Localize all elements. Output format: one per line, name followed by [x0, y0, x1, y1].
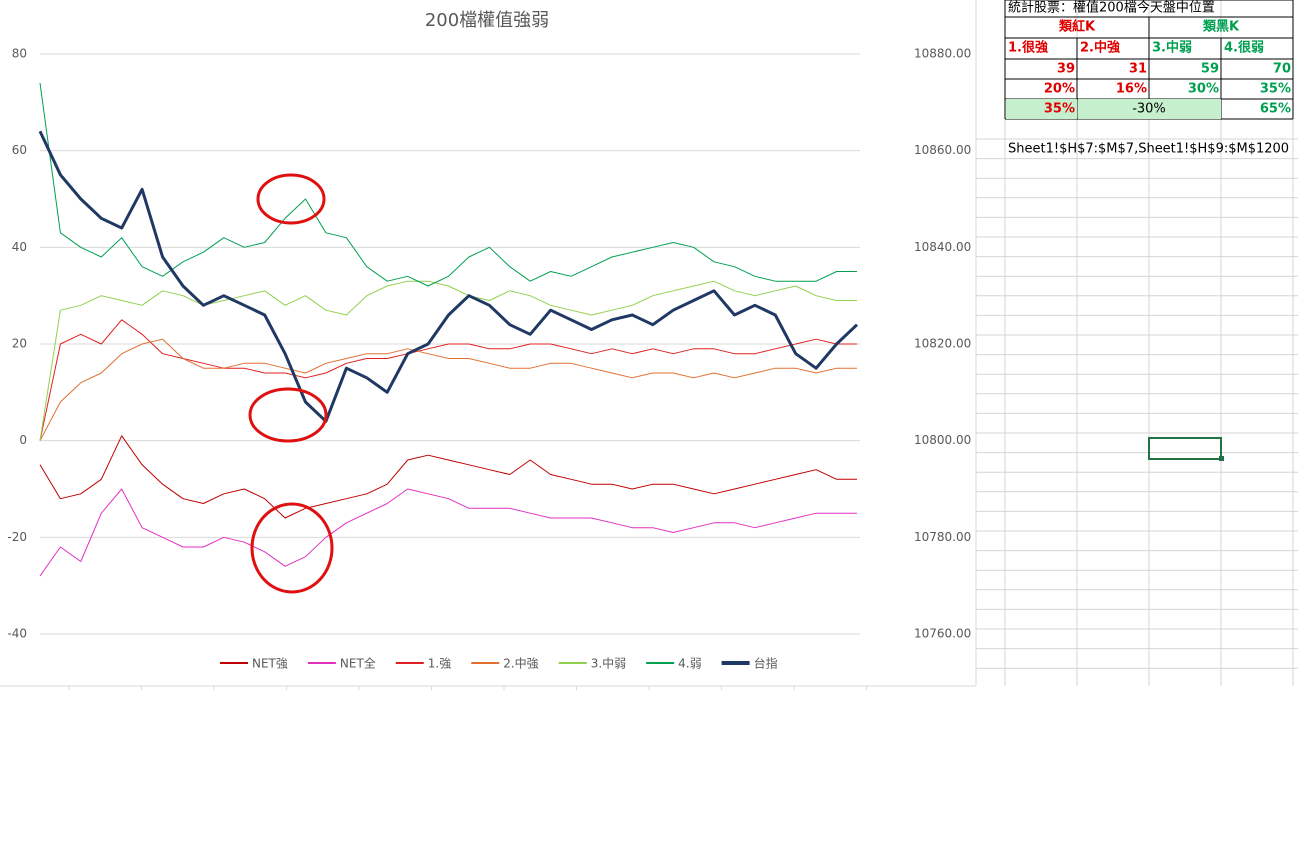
y-tick-label: 0: [19, 433, 27, 447]
y2-tick-label: 10860.00: [914, 143, 971, 157]
annotation-circle: [250, 502, 334, 594]
cell: 35%: [1260, 82, 1291, 97]
plot: -40 -20 0 20 40 60 80 10760.00 10780.00 10800.00 1…: [7, 47, 971, 690]
legend-label: 2.中強: [503, 656, 538, 671]
selected-cell[interactable]: [1148, 437, 1222, 460]
formula-text: Sheet1!$H$7:$M$7,Sheet1!$H$9:$M$1200: [1008, 142, 1289, 157]
y-tick-label: 20: [12, 337, 27, 351]
cell: 65%: [1260, 102, 1291, 117]
cell-fill: [1006, 99, 1077, 119]
series-line: [38, 130, 859, 423]
cell: 30%: [1188, 82, 1219, 97]
legend-label: 台指: [754, 656, 778, 671]
fill-handle[interactable]: [1219, 456, 1224, 461]
cell-fill: [1078, 99, 1221, 119]
series-line: [39, 338, 857, 441]
y2-tick-label: 10840.00: [914, 240, 971, 254]
legend: NET強 NET全 1.強 2.中強 3.中弱 4.弱 台指: [220, 656, 778, 671]
legend-label: NET強: [252, 657, 288, 671]
y2-tick-label: 10880.00: [914, 47, 971, 61]
column-header: 1.很強: [1008, 40, 1048, 56]
column-header: 2.中強: [1080, 40, 1120, 56]
y-tick-label: 60: [12, 143, 27, 157]
series-line: [39, 280, 857, 441]
group-header: 類黑K: [1202, 20, 1240, 35]
sheet-grid: [976, 0, 1298, 686]
cell: 39: [1057, 62, 1075, 77]
group-header: 類紅K: [1058, 19, 1096, 35]
column-header: 3.中弱: [1152, 40, 1192, 56]
y-tick-label: -40: [7, 627, 27, 641]
sheet: 統計股票：權值200檔今天盤中位置 類紅K 類黑K 1.很強 2.中強 3.中弱…: [1008, 0, 1291, 157]
series-line: [39, 435, 857, 519]
series-line: [39, 82, 857, 287]
y2-tick-label: 10780.00: [914, 530, 971, 544]
legend-label: NET全: [340, 656, 376, 671]
y2-tick-label: 10800.00: [914, 433, 971, 447]
y-tick-label: -20: [7, 530, 27, 544]
y2-tick-label: 10760.00: [914, 627, 971, 641]
legend-label: 3.中弱: [591, 656, 626, 671]
cell: 35%: [1044, 102, 1075, 117]
cell: 70: [1273, 62, 1291, 77]
cell: 59: [1201, 62, 1219, 77]
y2-tick-label: 10820.00: [914, 337, 971, 351]
sheet-title: 統計股票：權值200檔今天盤中位置: [1008, 0, 1215, 16]
legend-label: 4.弱: [678, 657, 701, 671]
legend-label: 1.強: [428, 657, 451, 671]
cell: 31: [1129, 62, 1147, 77]
series-line: [39, 488, 857, 577]
annotation-circle: [256, 173, 326, 225]
cell: 16%: [1116, 82, 1147, 97]
y-tick-label: 40: [12, 240, 27, 254]
cell: 20%: [1044, 82, 1075, 97]
chart-title: 200檔權值強弱: [425, 10, 549, 31]
cell: -30%: [1132, 102, 1166, 117]
annotation-circle: [248, 387, 328, 443]
column-header: 4.很弱: [1224, 40, 1264, 56]
y-tick-label: 80: [12, 47, 27, 61]
series-line: [39, 319, 857, 441]
